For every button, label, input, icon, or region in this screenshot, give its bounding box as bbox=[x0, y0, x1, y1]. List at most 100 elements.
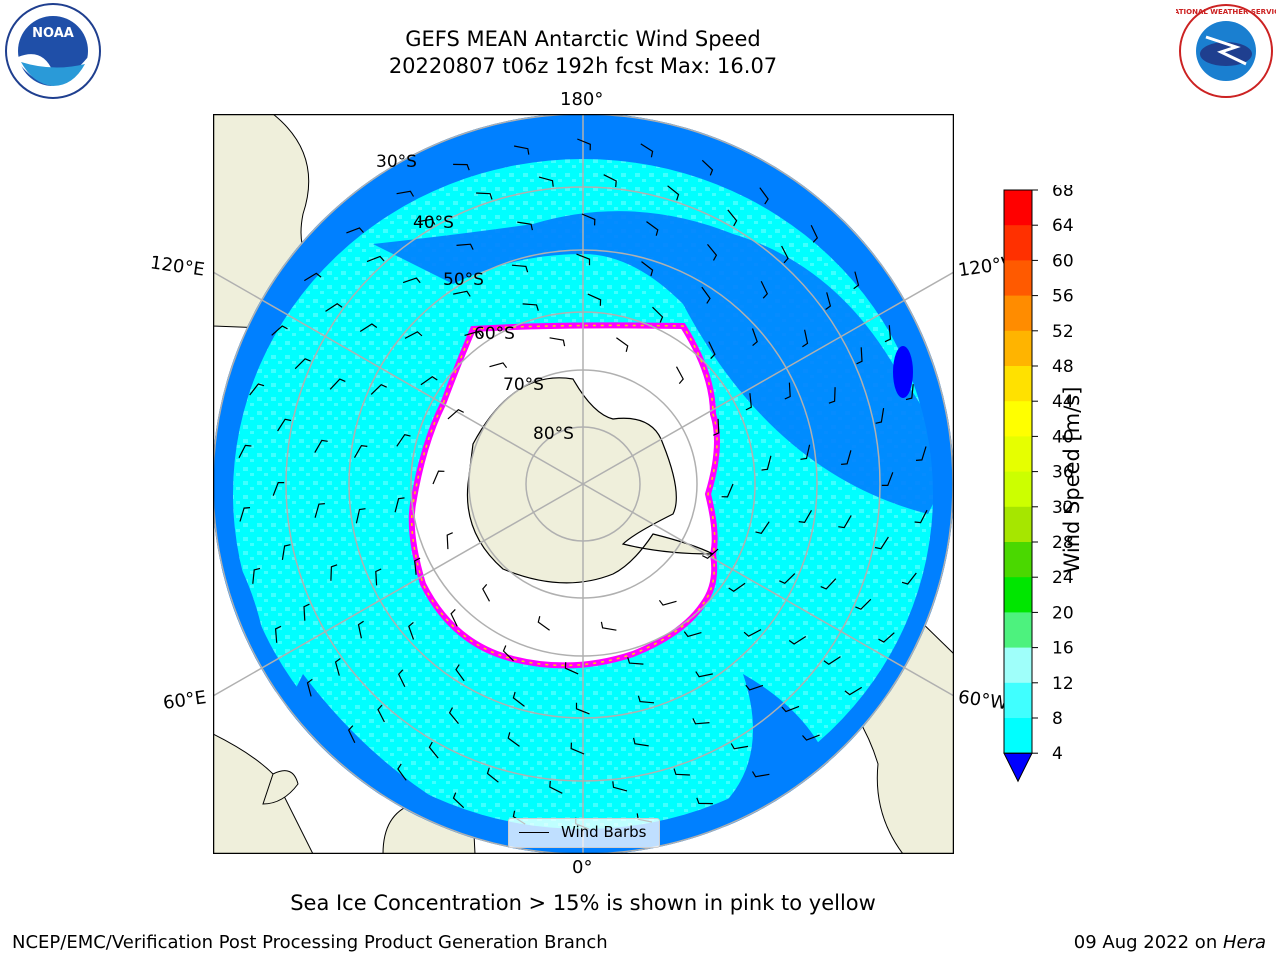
wind-barb bbox=[397, 763, 407, 781]
colorbar-segment bbox=[1004, 401, 1032, 437]
wind-barb bbox=[448, 707, 459, 724]
wind-barb bbox=[600, 621, 617, 631]
sea-ice-caption: Sea Ice Concentration > 15% is shown in … bbox=[290, 891, 876, 915]
colorbar-segment bbox=[1004, 506, 1032, 543]
wind-barb bbox=[432, 470, 445, 485]
wind-barb bbox=[633, 737, 649, 747]
map-subtitle: 20220807 t06z 192h fcst Max: 16.07 bbox=[388, 54, 778, 78]
colorbar-tick-label: 68 bbox=[1052, 185, 1074, 201]
map-title: GEFS MEAN Antarctic Wind Speed bbox=[405, 27, 761, 51]
polar-wind-map bbox=[213, 114, 954, 854]
wind-barb bbox=[853, 271, 860, 290]
lat-label-50s: 50°S bbox=[443, 270, 484, 290]
colorbar-segment bbox=[1004, 225, 1032, 261]
wind-barb bbox=[549, 780, 563, 794]
wind-barb bbox=[570, 742, 585, 755]
colorbar-segment bbox=[1004, 577, 1032, 613]
colorbar-tick-label: 56 bbox=[1052, 287, 1074, 307]
wind-barb bbox=[745, 684, 764, 691]
wind-barb bbox=[404, 331, 423, 339]
wind-barb bbox=[447, 408, 464, 420]
wind-barb bbox=[455, 664, 465, 682]
wind-barb bbox=[453, 163, 470, 171]
wind-barb bbox=[476, 192, 493, 200]
lat-label-80s: 80°S bbox=[533, 424, 574, 444]
wind-barb bbox=[692, 718, 710, 725]
wind-barb bbox=[751, 771, 770, 778]
wind-barb bbox=[874, 536, 889, 550]
wind-barb bbox=[683, 631, 702, 638]
footer-host: Hera bbox=[1222, 932, 1266, 953]
wind-barb bbox=[294, 358, 311, 370]
wind-barb bbox=[745, 393, 752, 411]
wind-barb bbox=[802, 329, 809, 348]
wind-barb bbox=[370, 383, 387, 395]
wind-barb bbox=[728, 582, 746, 593]
wind-barb bbox=[575, 702, 590, 715]
wind-barb bbox=[355, 508, 366, 524]
wind-barb bbox=[781, 705, 800, 713]
wind-barb bbox=[702, 548, 719, 560]
wind-barb bbox=[721, 483, 734, 498]
noaa-logo-text: NOAA bbox=[32, 26, 74, 41]
wind-barb bbox=[366, 255, 385, 263]
wind-barb bbox=[673, 768, 690, 776]
wind-barb bbox=[881, 472, 894, 486]
wind-barb bbox=[274, 625, 282, 643]
wind-barb bbox=[417, 218, 436, 225]
colorbar-tick-label: 60 bbox=[1052, 251, 1074, 271]
wind-barb bbox=[564, 662, 579, 675]
colorbar-segment bbox=[1004, 471, 1032, 508]
wind-barb bbox=[303, 272, 322, 282]
wind-barb bbox=[446, 532, 453, 550]
colorbar-tick-label: 52 bbox=[1052, 322, 1074, 342]
wind-barb bbox=[878, 632, 895, 643]
wind-barb bbox=[713, 418, 720, 436]
wind-barb bbox=[743, 629, 762, 637]
wind-barb bbox=[239, 507, 251, 522]
wind-barb bbox=[402, 277, 421, 284]
wind-barb bbox=[375, 568, 382, 586]
wind-barb bbox=[825, 292, 832, 310]
wind-barb bbox=[760, 280, 769, 299]
wind-barb bbox=[507, 732, 520, 747]
wind-barb bbox=[901, 572, 917, 585]
wind-barb bbox=[513, 145, 530, 155]
wind-barb bbox=[667, 185, 680, 201]
wind-barb bbox=[652, 306, 664, 323]
footer-date-text: 09 Aug 2022 on bbox=[1073, 932, 1223, 953]
wind-barb bbox=[727, 209, 738, 227]
wind-barb bbox=[464, 330, 483, 337]
wind-barb bbox=[396, 190, 415, 197]
wind-barb bbox=[788, 635, 807, 645]
nws-logo: NATIONAL WEATHER SERVICE bbox=[1176, 4, 1276, 98]
wind-barb bbox=[325, 302, 343, 312]
wind-barbs bbox=[238, 138, 928, 830]
wind-barb bbox=[823, 656, 841, 666]
colorbar-segment bbox=[1004, 436, 1032, 473]
colorbar-tick-label: 20 bbox=[1052, 603, 1074, 623]
colorbar-segment bbox=[1004, 542, 1032, 578]
lon-label-60e: 60°E bbox=[161, 687, 208, 714]
wind-barb bbox=[314, 439, 328, 453]
wind-barb bbox=[420, 375, 438, 386]
wind-barb bbox=[517, 221, 533, 231]
wind-barb bbox=[281, 544, 291, 560]
colorbar-tick-label: 64 bbox=[1052, 216, 1074, 236]
wind-barb bbox=[486, 767, 499, 783]
wind-barb bbox=[781, 245, 789, 264]
wind-barb bbox=[759, 187, 769, 205]
wind-barb bbox=[915, 446, 927, 461]
wind-barb bbox=[450, 608, 458, 627]
wind-barb bbox=[914, 509, 928, 524]
wind-barb bbox=[884, 325, 892, 343]
wind-barb bbox=[512, 691, 525, 707]
footer-date: 09 Aug 2022 on Hera bbox=[1074, 932, 1266, 953]
wind-barb bbox=[779, 573, 796, 585]
nws-logo-text: NATIONAL WEATHER SERVICE bbox=[1176, 8, 1276, 16]
colorbar-segment bbox=[1004, 647, 1032, 684]
wind-barb bbox=[751, 328, 758, 347]
wind-barb bbox=[784, 382, 791, 400]
wind-barb bbox=[537, 616, 550, 631]
lon-label-180: 180° bbox=[560, 89, 604, 110]
